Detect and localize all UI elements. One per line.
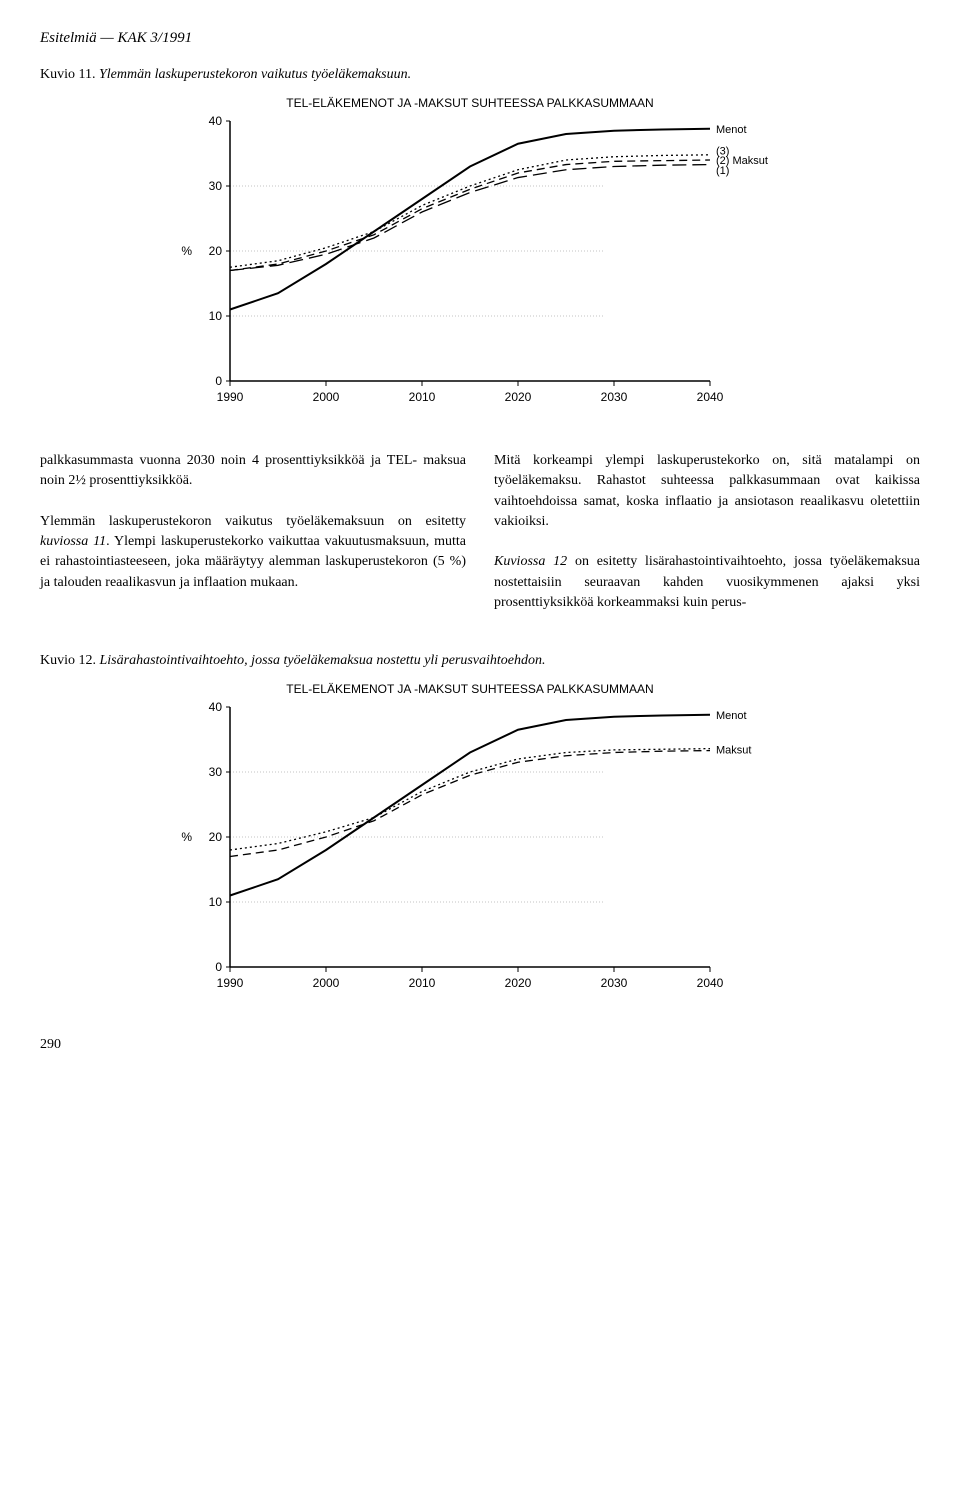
svg-text:2020: 2020 <box>505 390 532 404</box>
svg-text:20: 20 <box>209 830 223 844</box>
fig11-number: Kuvio 11. <box>40 67 95 82</box>
col-left: palkkasummasta vuonna 2030 noin 4 prosen… <box>40 451 466 613</box>
svg-text:%: % <box>181 244 192 258</box>
svg-text:40: 40 <box>209 114 223 128</box>
svg-text:20: 20 <box>209 244 223 258</box>
svg-text:40: 40 <box>209 700 223 714</box>
svg-text:2030: 2030 <box>601 390 628 404</box>
svg-text:30: 30 <box>209 765 223 779</box>
svg-text:(1): (1) <box>716 165 729 177</box>
para1: palkkasummasta vuonna 2030 noin 4 prosen… <box>40 453 466 488</box>
fig11-chart: TEL-ELÄKEMENOT JA -MAKSUT SUHTEESSA PALK… <box>40 91 920 421</box>
para3: Mitä korkeampi ylempi laskuperustekorko … <box>494 453 920 529</box>
svg-text:Menot: Menot <box>716 124 747 136</box>
svg-text:0: 0 <box>215 960 222 974</box>
svg-text:2000: 2000 <box>313 976 340 990</box>
svg-text:2000: 2000 <box>313 390 340 404</box>
page-header: Esitelmiä — KAK 3/1991 <box>40 30 920 47</box>
svg-text:0: 0 <box>215 374 222 388</box>
svg-text:2020: 2020 <box>505 976 532 990</box>
fig11-svg: TEL-ELÄKEMENOT JA -MAKSUT SUHTEESSA PALK… <box>160 91 800 421</box>
body-text: palkkasummasta vuonna 2030 noin 4 prosen… <box>40 451 920 613</box>
page-number: 290 <box>40 1037 920 1053</box>
svg-text:2040: 2040 <box>697 976 724 990</box>
fig12-number: Kuvio 12. <box>40 653 96 668</box>
svg-text:TEL-ELÄKEMENOT JA -MAKSUT SUHT: TEL-ELÄKEMENOT JA -MAKSUT SUHTEESSA PALK… <box>286 96 653 110</box>
svg-text:Maksut: Maksut <box>716 745 751 757</box>
svg-text:2010: 2010 <box>409 976 436 990</box>
fig11-title: Ylemmän laskuperustekoron vaikutus työel… <box>99 67 411 82</box>
fig12-title: Lisärahastointivaihtoehto, jossa työeläk… <box>100 653 546 668</box>
svg-text:2030: 2030 <box>601 976 628 990</box>
para2-ital: kuviossa 11 <box>40 534 106 549</box>
svg-text:10: 10 <box>209 895 223 909</box>
svg-text:10: 10 <box>209 309 223 323</box>
fig12-chart: TEL-ELÄKEMENOT JA -MAKSUT SUHTEESSA PALK… <box>40 677 920 1007</box>
svg-text:1990: 1990 <box>217 390 244 404</box>
svg-text:TEL-ELÄKEMENOT JA -MAKSUT SUHT: TEL-ELÄKEMENOT JA -MAKSUT SUHTEESSA PALK… <box>286 682 653 696</box>
fig11-caption: Kuvio 11. Ylemmän laskuperustekoron vaik… <box>40 67 920 83</box>
svg-text:2040: 2040 <box>697 390 724 404</box>
svg-text:1990: 1990 <box>217 976 244 990</box>
svg-text:Menot: Menot <box>716 710 747 722</box>
col-right: Mitä korkeampi ylempi laskuperustekorko … <box>494 451 920 613</box>
fig12-svg: TEL-ELÄKEMENOT JA -MAKSUT SUHTEESSA PALK… <box>160 677 800 1007</box>
para4-ital: Kuviossa 12 <box>494 554 567 569</box>
fig12-caption: Kuvio 12. Lisärahastointivaihtoehto, jos… <box>40 653 920 669</box>
svg-text:30: 30 <box>209 179 223 193</box>
para2-pre: Ylemmän laskuperustekoron vaikutus työel… <box>40 514 466 529</box>
svg-text:2010: 2010 <box>409 390 436 404</box>
svg-text:%: % <box>181 830 192 844</box>
